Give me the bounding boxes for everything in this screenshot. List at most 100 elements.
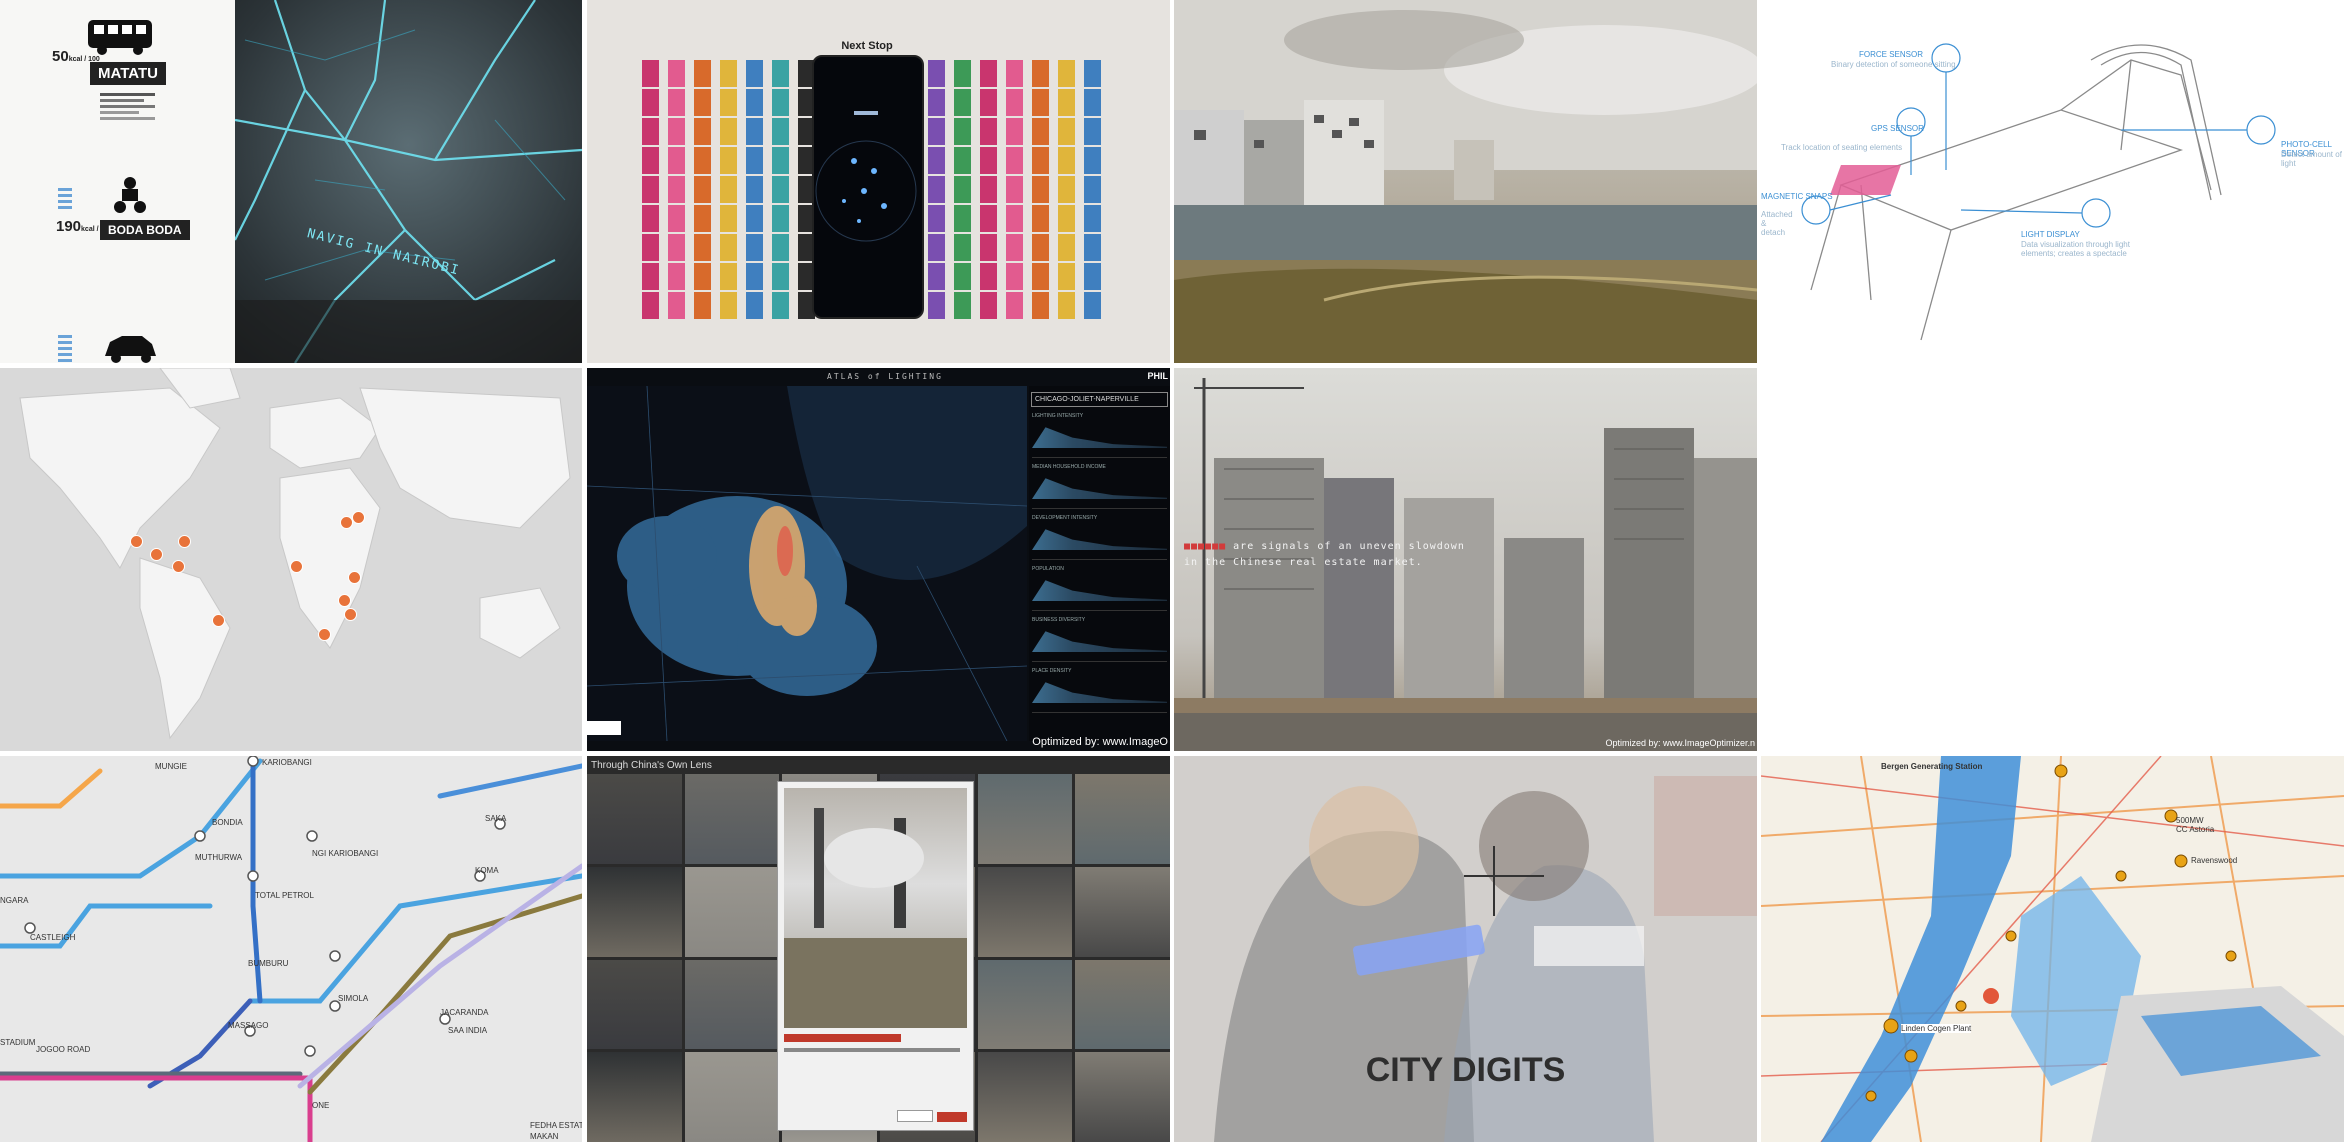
poster-card: [1032, 118, 1049, 145]
label-light: LIGHT DISPLAY: [2021, 230, 2080, 239]
stat-panel-chart: [1032, 682, 1167, 703]
caption-photocell: Detect amount of light: [2281, 150, 2342, 168]
nyc-map: [1761, 756, 2344, 1142]
location-dot[interactable]: [344, 608, 357, 621]
modal-cancel-button[interactable]: [897, 1110, 933, 1122]
region-label: CHICAGO-JOLIET-NAPERVILLE: [1031, 392, 1168, 407]
thumbnail-photo[interactable]: [977, 866, 1073, 957]
poster-card: [1058, 118, 1075, 145]
transit-stop-label: NGI KARIOBANGI: [312, 849, 379, 858]
thumbnail-photo[interactable]: [684, 774, 780, 864]
thumbnail-photo[interactable]: [1075, 1052, 1170, 1142]
poster-card: [1084, 118, 1101, 145]
heatmap: [1771, 368, 2344, 751]
project-tile-china-lens[interactable]: Through China's Own Lens: [587, 756, 1170, 1142]
location-dot[interactable]: [352, 511, 365, 524]
poster-card: [720, 89, 737, 116]
poster-card: [1032, 234, 1049, 261]
project-tile-dot-heatmap[interactable]: [1761, 368, 2344, 751]
thumbnail-photo[interactable]: [1075, 774, 1170, 864]
location-dot[interactable]: [172, 560, 185, 573]
project-tile-world-map[interactable]: [0, 368, 582, 751]
thumbnail-photo[interactable]: [977, 774, 1073, 864]
transit-stop-label: MUNGIE: [155, 762, 187, 771]
transit-stop-label: KARIOBANGI: [262, 758, 312, 767]
poster-card: [928, 89, 945, 116]
poster-card: [746, 205, 763, 232]
poster-card: [1006, 147, 1023, 174]
thumbnail-photo[interactable]: [977, 959, 1073, 1050]
china-title: Through China's Own Lens: [591, 760, 712, 771]
project-tile-city-digits[interactable]: CITY DIGITS: [1174, 756, 1757, 1142]
project-tile-nyc-map[interactable]: Bergen Generating Station 500MW CC Astor…: [1761, 756, 2344, 1142]
poster-card: [1058, 205, 1075, 232]
location-dot[interactable]: [338, 594, 351, 607]
project-tile-next-stop[interactable]: Next Stop: [587, 0, 1170, 363]
project-tile-atlas-lighting[interactable]: ATLAS of LIGHTING PHIL CHICAGO-JOLIET-NA…: [587, 368, 1170, 751]
poster-card: [668, 292, 685, 319]
poster-card: [928, 176, 945, 203]
location-dot[interactable]: [130, 535, 143, 548]
poster-card: [1006, 89, 1023, 116]
project-tile-sensor-bench[interactable]: FORCE SENSOR Binary detection of someone…: [1761, 0, 2344, 363]
poster-card: [798, 205, 815, 232]
thumbnail-photo[interactable]: [684, 1052, 780, 1142]
poster-card: [694, 89, 711, 116]
thumbnail-photo[interactable]: [977, 1052, 1073, 1142]
transit-stop-label: MASSAGO: [228, 1021, 269, 1030]
poster-card: [980, 60, 997, 87]
thumbnail-photo[interactable]: [1075, 959, 1170, 1050]
poster-card: [746, 234, 763, 261]
stat-panel: PLACE DENSITY: [1032, 668, 1167, 713]
poster-card: [980, 176, 997, 203]
photo-modal[interactable]: [777, 781, 974, 1131]
poster-card: [668, 60, 685, 87]
poster-card: [694, 234, 711, 261]
atlas-header: ATLAS of LIGHTING: [827, 372, 943, 381]
transit-stop-label: MAKAN: [530, 1132, 559, 1141]
poster-card: [954, 89, 971, 116]
thumbnail-photo[interactable]: [587, 959, 682, 1050]
matatu-label: MATATU: [90, 62, 166, 85]
poster-card: [980, 89, 997, 116]
poster-card: [746, 263, 763, 290]
poster-card: [668, 118, 685, 145]
poster-card: [798, 292, 815, 319]
poster-card: [694, 263, 711, 290]
poster-card: [668, 89, 685, 116]
poster-card: [720, 118, 737, 145]
world-map: [19, 368, 571, 740]
poster-card: [642, 147, 659, 174]
label-magnetic: MAGNETIC SNAPS: [1761, 192, 1833, 201]
location-dot[interactable]: [348, 571, 361, 584]
project-tile-waterfront[interactable]: [1174, 0, 1757, 363]
location-dot[interactable]: [290, 560, 303, 573]
poster-card: [928, 118, 945, 145]
thumbnail-photo[interactable]: [587, 1052, 682, 1142]
thumbnail-photo[interactable]: [1075, 866, 1170, 957]
car-icon: [105, 336, 156, 363]
location-dot[interactable]: [150, 548, 163, 561]
poster-card: [1006, 292, 1023, 319]
location-dot[interactable]: [178, 535, 191, 548]
poster-card: [720, 292, 737, 319]
poster-card: [798, 89, 815, 116]
location-dot[interactable]: [318, 628, 331, 641]
thumbnail-photo[interactable]: [684, 866, 780, 957]
project-tile-ghost-towers[interactable]: ■■■■■■ are signals of an uneven slowdown…: [1174, 368, 1757, 751]
project-tile-matatu[interactable]: 50kcal / 100 MATATU 190kcal / 100 BODA B…: [0, 0, 582, 363]
brand-text: PHIL: [1147, 371, 1168, 381]
glowing-map: NAVIG IN NAIROBI: [234, 0, 582, 363]
thumbnail-photo[interactable]: [587, 774, 682, 864]
caption-line-1: ■■■■■■ are signals of an uneven slowdown: [1184, 541, 1465, 552]
transit-stop-label: SAKA: [485, 814, 507, 823]
poster-card: [954, 263, 971, 290]
poster-card: [1058, 234, 1075, 261]
location-dot[interactable]: [340, 516, 353, 529]
modal-action-button[interactable]: [937, 1112, 967, 1122]
thumbnail-photo[interactable]: [684, 959, 780, 1050]
project-tile-transit-map[interactable]: KARIOBANGI BONDIA MUTHURWA TOTAL PETROL SAKA…: [0, 756, 582, 1142]
thumbnail-photo[interactable]: [587, 866, 682, 957]
location-dot[interactable]: [212, 614, 225, 627]
poster-card: [980, 205, 997, 232]
